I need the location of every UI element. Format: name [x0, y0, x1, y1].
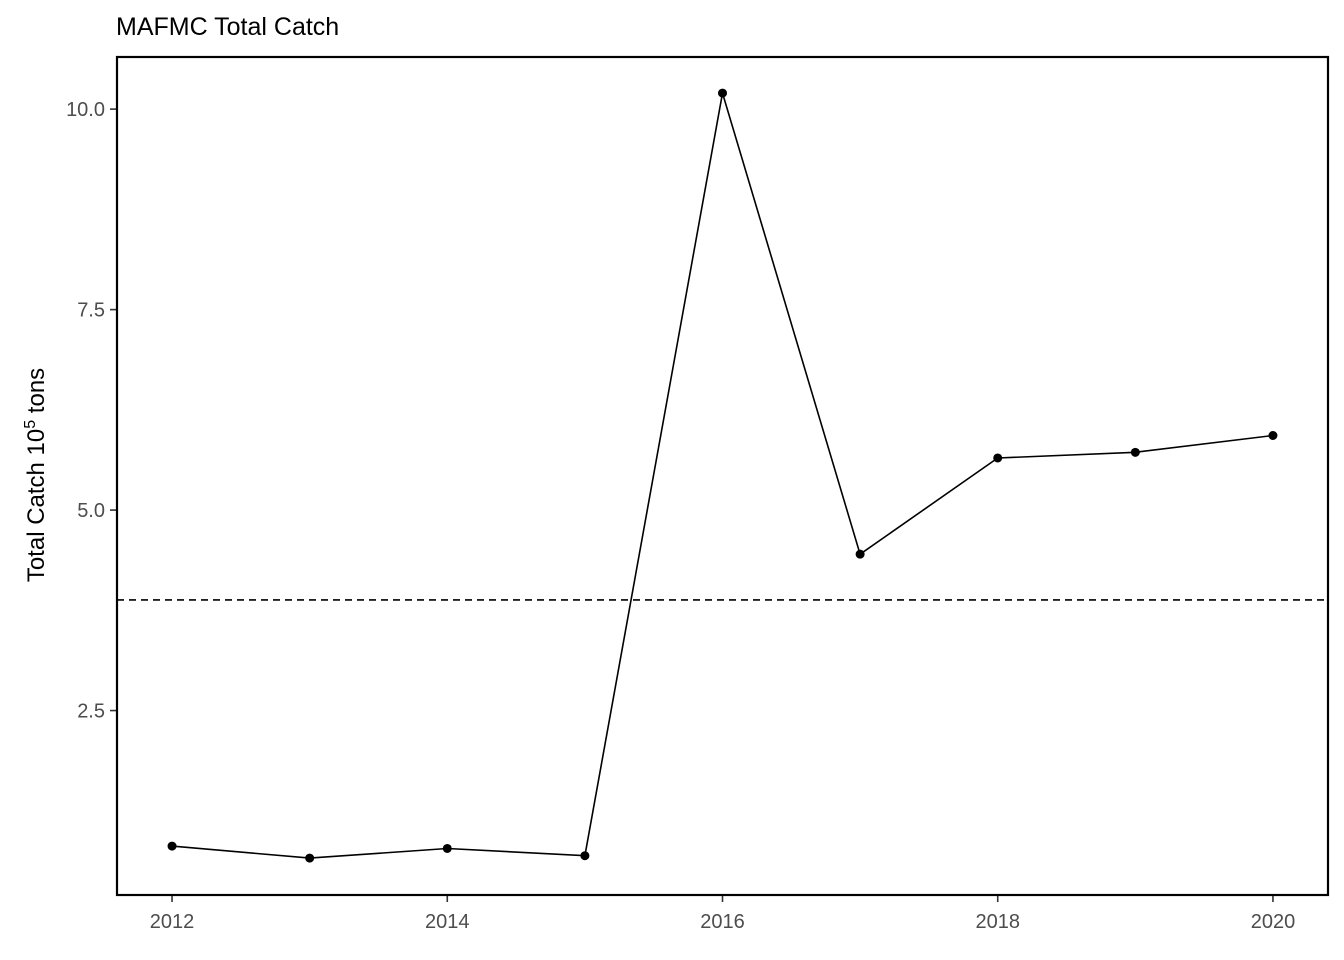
data-points [167, 88, 1278, 863]
y-tick-label: 2.5 [77, 701, 105, 723]
data-point-2018 [993, 453, 1003, 463]
series-line [171, 92, 1274, 859]
x-tick-label: 2012 [150, 911, 195, 933]
y-axis-title-main: Total Catch 10 [23, 429, 50, 582]
data-point-2020 [1268, 431, 1278, 441]
y-axis: 2.5 5.0 7.5 10.0 [66, 99, 117, 723]
x-axis: 2012 2014 2016 2018 2020 [150, 895, 1295, 933]
y-tick-label: 5.0 [77, 500, 105, 522]
plot-frame [115, 55, 1330, 897]
y-axis-title-superscript: 5 [22, 420, 39, 429]
y-tick-label: 7.5 [77, 300, 105, 322]
x-tick-label: 2016 [700, 911, 745, 933]
x-tick-label: 2014 [425, 911, 470, 933]
chart-title: MAFMC Total Catch [116, 13, 339, 41]
data-point-2017 [855, 549, 865, 559]
y-axis-title-unit: tons [23, 368, 50, 420]
data-point-2014 [442, 843, 452, 853]
data-point-2015 [580, 851, 590, 861]
data-point-2016 [718, 88, 727, 98]
x-tick-label: 2018 [975, 911, 1020, 933]
x-tick-label: 2020 [1251, 911, 1296, 933]
data-point-2012 [167, 841, 177, 851]
data-point-2019 [1130, 447, 1140, 457]
data-point-2013 [305, 853, 315, 863]
y-axis-title: Total Catch 105 tons [22, 368, 50, 582]
y-tick-label: 10.0 [66, 99, 105, 121]
